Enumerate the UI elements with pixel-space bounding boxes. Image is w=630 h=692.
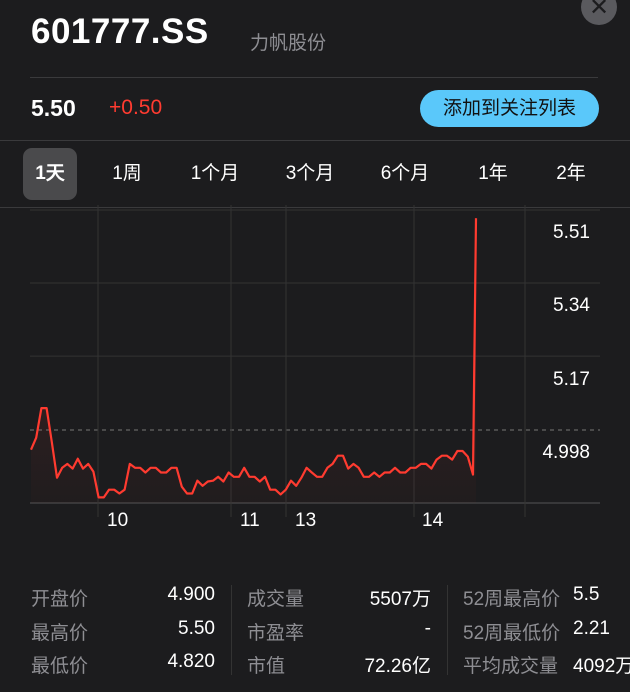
stat-value: - xyxy=(424,618,431,639)
tab-1d[interactable]: 1天 xyxy=(23,148,77,200)
divider xyxy=(0,207,630,208)
x-tick-label: 11 xyxy=(240,510,260,531)
stat-label: 52周最高价 xyxy=(463,589,561,610)
divider xyxy=(30,77,598,78)
divider xyxy=(447,585,448,675)
stat-label: 市盈率 xyxy=(247,623,305,644)
price-line xyxy=(29,218,478,499)
tab-6m[interactable]: 6个月 xyxy=(380,163,430,184)
close-button[interactable]: ✕ xyxy=(581,0,617,25)
stat-value: 4.820 xyxy=(167,651,215,672)
stat-value: 5.50 xyxy=(178,618,215,639)
stat-label: 开盘价 xyxy=(31,589,89,610)
tab-1y[interactable]: 1年 xyxy=(478,163,508,184)
stock-symbol: 601777.SS xyxy=(31,12,209,51)
stat-value: 5.5 xyxy=(573,584,600,605)
y-tick-label: 4.998 xyxy=(542,442,590,463)
stat-value: 4092万 xyxy=(573,656,630,677)
stat-label: 最高价 xyxy=(31,623,89,644)
stat-label: 最低价 xyxy=(31,656,89,677)
x-tick-label: 10 xyxy=(107,510,128,531)
tab-3m[interactable]: 3个月 xyxy=(285,163,335,184)
divider xyxy=(0,140,630,141)
price-chart[interactable]: 5.51 5.34 5.17 4.998 10 11 13 14 xyxy=(0,205,630,535)
close-icon: ✕ xyxy=(588,0,610,21)
add-to-watchlist-button[interactable]: 添加到关注列表 xyxy=(420,90,599,127)
stat-value: 2.21 xyxy=(573,618,610,639)
tab-1w[interactable]: 1周 xyxy=(112,163,142,184)
x-tick-label: 13 xyxy=(295,510,316,531)
stat-label: 市值 xyxy=(247,656,286,677)
y-tick-label: 5.34 xyxy=(553,295,590,316)
stat-value: 5507万 xyxy=(369,589,431,610)
price-area xyxy=(31,218,476,503)
stat-label: 成交量 xyxy=(247,589,305,610)
company-name: 力帆股份 xyxy=(250,33,327,54)
tab-1m[interactable]: 1个月 xyxy=(190,163,240,184)
x-tick-label: 14 xyxy=(422,510,444,531)
stat-value: 72.26亿 xyxy=(364,656,431,677)
y-tick-label: 5.17 xyxy=(553,369,590,390)
tab-2y[interactable]: 2年 xyxy=(556,163,586,184)
stat-label: 52周最低价 xyxy=(463,623,561,644)
divider xyxy=(231,585,232,675)
y-tick-label: 5.51 xyxy=(553,222,590,243)
current-price: 5.50 xyxy=(31,95,76,121)
stat-label: 平均成交量 xyxy=(463,656,559,677)
price-change: +0.50 xyxy=(109,96,163,119)
stat-value: 4.900 xyxy=(167,584,215,605)
